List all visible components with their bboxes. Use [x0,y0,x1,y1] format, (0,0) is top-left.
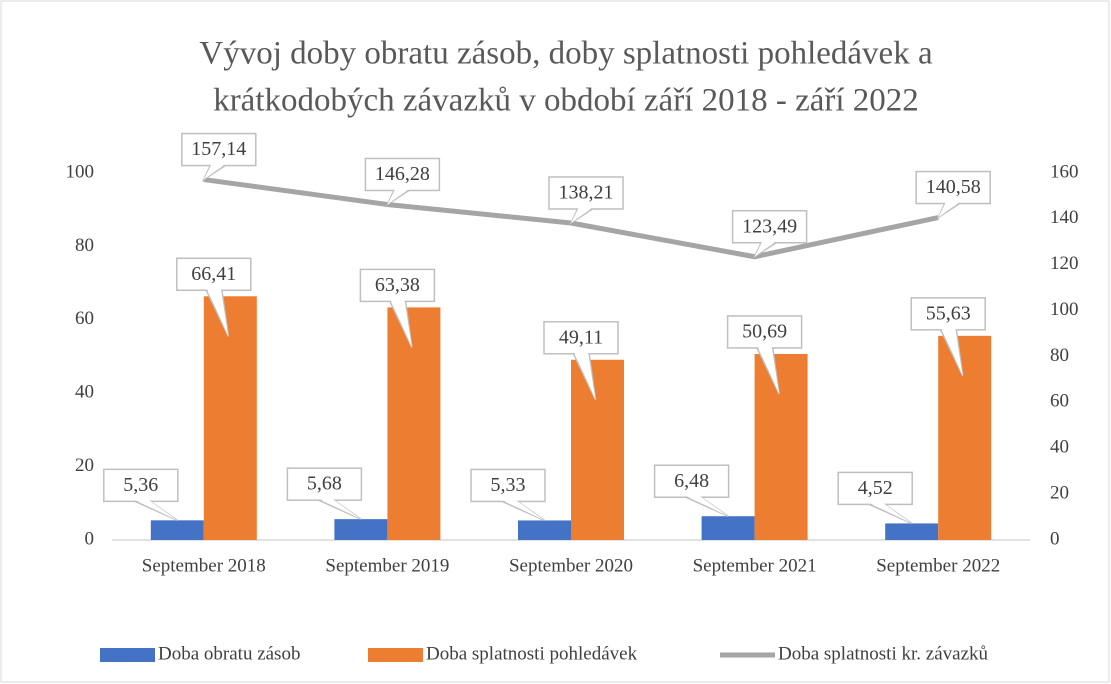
data-label: 157,14 [191,138,246,160]
callout-box [910,297,986,331]
y-tick-label: 100 [66,161,95,182]
callout-cover [206,288,229,337]
data-label: 123,49 [742,215,797,237]
callout-box [359,268,436,303]
bar [334,519,388,540]
callout-box [181,132,257,167]
callout-cover [574,351,596,400]
callout-cover [938,201,961,218]
x-tick-label: September 2018 [142,555,266,576]
y2-tick-label: 20 [1050,482,1069,503]
data-label: 140,58 [926,176,981,198]
y2-tick-label: 0 [1050,528,1060,549]
legend-swatch [100,648,155,662]
legend-label: Doba splatnosti kr. závazků [778,643,989,664]
bar [387,307,441,540]
callout-cover [754,240,777,257]
data-label: 5,33 [491,474,526,496]
data-label: 55,63 [926,302,971,324]
callout-cover [133,499,178,521]
data-label: 5,68 [307,473,342,495]
callout-cover [757,345,780,394]
bar [701,516,755,540]
data-label: 49,11 [559,326,603,348]
bar [150,520,204,540]
bar [571,359,624,540]
x-tick-label: September 2022 [876,555,1000,576]
callout-cover [684,495,729,517]
x-tick-label: September 2019 [325,555,449,576]
y2-tick-label: 80 [1050,345,1069,366]
y-tick-label: 40 [75,382,94,403]
y-tick-label: 80 [75,235,94,256]
callout-cover [203,163,226,180]
data-label: 5,36 [123,474,158,496]
bar [203,296,257,540]
callout-box [653,464,730,498]
callout-box [837,471,913,506]
callout-cover [387,188,410,205]
callout-box [731,209,808,244]
y2-tick-label: 160 [1050,161,1079,182]
bar [518,520,571,540]
callout-cover [390,299,412,348]
data-label: 4,52 [858,477,893,499]
legend-label: Doba obratu zásob [158,643,300,664]
data-label: 6,48 [674,470,709,492]
y-tick-label: 60 [75,308,94,329]
x-tick-label: September 2021 [693,555,817,576]
y2-tick-label: 40 [1050,437,1069,458]
y-tick-label: 0 [85,528,95,549]
data-label: 146,28 [375,163,430,185]
bar [885,523,939,540]
data-label: 138,21 [559,182,614,204]
legend-swatch [368,648,423,662]
y-tick-label: 20 [75,455,94,476]
data-label: 63,38 [375,274,420,296]
callout-cover [868,502,912,524]
callout-box [543,321,619,355]
chart-title: Vývoj doby obratu zásob, doby splatnosti… [199,36,933,72]
chart-title: krátkodobých závazků v období září 2018 … [213,83,919,119]
callout-cover [317,498,361,520]
x-tick-label: September 2020 [509,555,633,576]
data-label: 50,69 [742,321,787,343]
bar [754,353,808,540]
callout-cover [571,206,593,223]
bar [938,335,992,540]
legend-label: Doba splatnosti pohledávek [426,643,638,664]
data-label: 66,41 [191,263,236,285]
callout-cover [941,327,963,376]
y2-tick-label: 120 [1050,253,1079,274]
y2-tick-label: 100 [1050,299,1079,320]
callout-cover [501,499,545,521]
y2-tick-label: 140 [1050,207,1079,228]
callout-box [548,176,624,210]
callout-box [103,468,179,503]
y2-tick-label: 60 [1050,391,1069,412]
